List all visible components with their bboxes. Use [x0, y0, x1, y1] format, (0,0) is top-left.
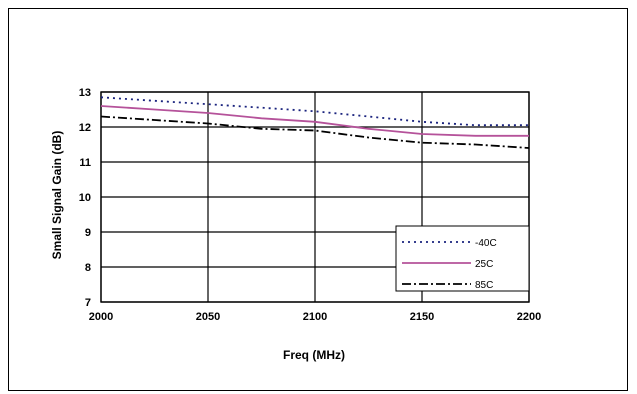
tick-labels: 7 8 9 10 11 12 13 2000 2050 2100 2150 2200	[79, 87, 541, 323]
legend-box	[395, 225, 530, 292]
series-layer	[100, 96, 530, 149]
legend: -40C 25C 85C	[395, 225, 530, 292]
grid	[100, 91, 530, 303]
y-tick-label-1: 8	[85, 262, 91, 274]
x-tick-label-0: 2000	[89, 311, 113, 323]
x-tick-label-4: 2200	[517, 311, 541, 323]
gain-chart: 7 8 9 10 11 12 13 2000 2050 2100 2150 2200 Freq (MH…	[50, 87, 541, 362]
series-line-1	[100, 105, 529, 137]
y-tick-label-2: 9	[85, 227, 91, 239]
y-tick-label-0: 7	[85, 297, 91, 309]
plot-border	[100, 91, 530, 303]
legend-label-1: 25C	[475, 259, 493, 270]
x-tick-label-1: 2050	[196, 311, 220, 323]
x-axis-title: Freq (MHz)	[283, 348, 345, 362]
y-tick-label-3: 10	[79, 192, 91, 204]
x-tick-label-2: 2100	[303, 311, 327, 323]
y-tick-label-6: 13	[79, 87, 91, 99]
y-tick-label-5: 12	[79, 122, 91, 134]
legend-label-2: 85C	[475, 280, 493, 291]
chart-frame: 7 8 9 10 11 12 13 2000 2050 2100 2150 2200 Freq (MH…	[8, 8, 628, 391]
y-tick-label-4: 11	[79, 157, 91, 169]
y-axis-title: Small Signal Gain (dB)	[50, 131, 64, 260]
series-line-2	[100, 115, 530, 149]
x-tick-label-3: 2150	[410, 311, 434, 323]
legend-label-0: -40C	[475, 238, 497, 249]
